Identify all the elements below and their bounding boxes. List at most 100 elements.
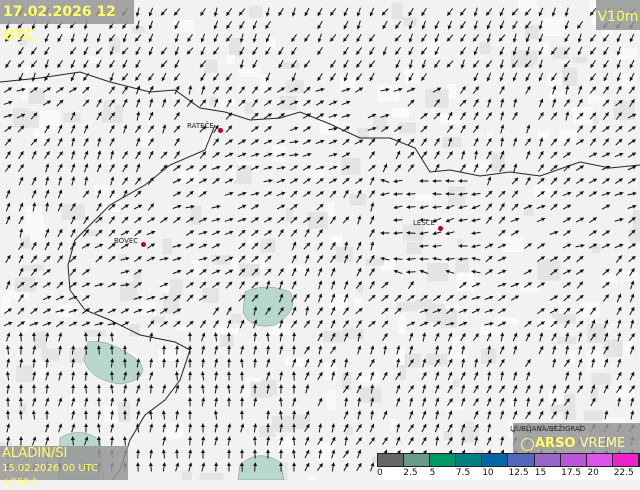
wind-arrow <box>305 8 309 16</box>
wind-arrow <box>134 256 141 261</box>
wind-arrow <box>474 372 478 380</box>
wind-arrow <box>602 205 610 209</box>
wind-arrow <box>617 398 621 407</box>
relief-patch <box>42 349 60 361</box>
wind-arrow <box>487 424 491 433</box>
station-marker-bovec[interactable] <box>141 242 146 247</box>
relief-patch <box>249 6 262 18</box>
wind-arrow <box>408 281 413 288</box>
wind-arrow <box>448 21 452 29</box>
wind-arrow <box>369 151 374 158</box>
wind-arrow <box>109 256 116 262</box>
wind-arrow <box>6 203 10 211</box>
wind-arrow <box>382 282 389 288</box>
wind-arrow <box>4 88 12 93</box>
wind-arrow <box>19 47 24 55</box>
wind-arrow <box>45 385 49 394</box>
wind-arrow <box>43 322 51 326</box>
wind-arrow <box>69 296 77 300</box>
relief-patch <box>378 85 400 101</box>
wind-arrow <box>253 99 258 107</box>
wind-arrow <box>539 411 543 419</box>
wind-arrow <box>356 60 361 67</box>
wind-arrow <box>590 138 595 145</box>
wind-arrow <box>538 178 545 184</box>
relief-patch <box>538 261 561 281</box>
wind-arrow <box>448 411 452 419</box>
wind-arrow <box>344 437 348 446</box>
relief-patch <box>29 88 45 104</box>
wind-arrow <box>97 151 101 160</box>
lake-1 <box>243 287 293 326</box>
wind-arrow <box>253 424 257 433</box>
wind-arrow <box>45 60 49 69</box>
wind-arrow <box>71 125 75 133</box>
wind-arrow <box>487 177 491 185</box>
wind-arrow <box>409 346 413 355</box>
wind-arrow <box>383 21 388 29</box>
relief-patch <box>621 74 636 89</box>
wind-arrow <box>122 48 128 55</box>
wind-arrow <box>435 21 439 29</box>
wind-arrow <box>628 179 636 184</box>
wind-arrow <box>487 411 491 420</box>
relief-patch <box>248 237 256 244</box>
wind-arrow <box>329 101 337 105</box>
wind-arrow <box>487 151 492 159</box>
wind-arrow <box>433 192 442 196</box>
wind-arrow <box>201 398 205 407</box>
wind-arrow <box>5 60 10 67</box>
wind-arrow <box>214 372 218 381</box>
wind-arrow <box>82 283 90 287</box>
wind-arrow <box>628 192 637 196</box>
wind-arrow <box>369 268 374 275</box>
wind-arrow <box>136 86 140 94</box>
wind-arrow <box>227 450 231 459</box>
wind-arrow <box>6 372 10 381</box>
relief-patch <box>354 297 361 308</box>
wind-arrow <box>394 205 403 209</box>
wind-arrow <box>563 152 570 157</box>
wind-arrow <box>370 281 375 289</box>
station-marker-lesce[interactable] <box>438 226 443 231</box>
wind-arrow <box>214 359 218 368</box>
wind-arrow <box>394 179 403 183</box>
wind-arrow <box>486 112 491 119</box>
wind-arrow <box>630 34 634 42</box>
wind-arrow <box>266 359 270 368</box>
wind-arrow <box>136 411 140 420</box>
wind-arrow <box>330 191 336 198</box>
wind-arrow <box>563 218 571 223</box>
relief-patch <box>620 271 638 281</box>
wind-arrow <box>433 257 442 261</box>
wind-arrow <box>252 230 259 236</box>
wind-arrow <box>84 47 88 55</box>
wind-arrow <box>290 165 297 170</box>
wind-arrow <box>343 320 348 327</box>
wind-arrow <box>83 87 89 93</box>
wind-arrow <box>71 385 75 394</box>
wind-arrow <box>264 231 272 236</box>
wind-arrow <box>134 217 141 223</box>
wind-arrow <box>420 322 428 326</box>
legend-swatch <box>508 454 534 466</box>
station-marker-ratece[interactable] <box>218 128 223 133</box>
wind-arrow <box>188 398 192 407</box>
wind-arrow <box>290 179 298 184</box>
wind-arrow <box>278 268 283 275</box>
wind-arrow <box>447 151 452 158</box>
wind-arrow <box>82 322 90 326</box>
wind-arrow <box>603 282 610 288</box>
wind-arrow <box>305 307 309 316</box>
wind-arrow <box>110 398 114 407</box>
wind-arrow <box>279 47 284 55</box>
wind-arrow <box>186 282 193 287</box>
wind-arrow <box>472 257 481 261</box>
wind-arrow <box>615 192 623 196</box>
wind-arrow <box>318 424 322 433</box>
wind-arrow <box>214 424 218 433</box>
wind-arrow <box>240 372 244 381</box>
wind-arrow <box>331 424 335 433</box>
wind-arrow <box>148 177 153 184</box>
wind-arrow <box>395 308 402 314</box>
